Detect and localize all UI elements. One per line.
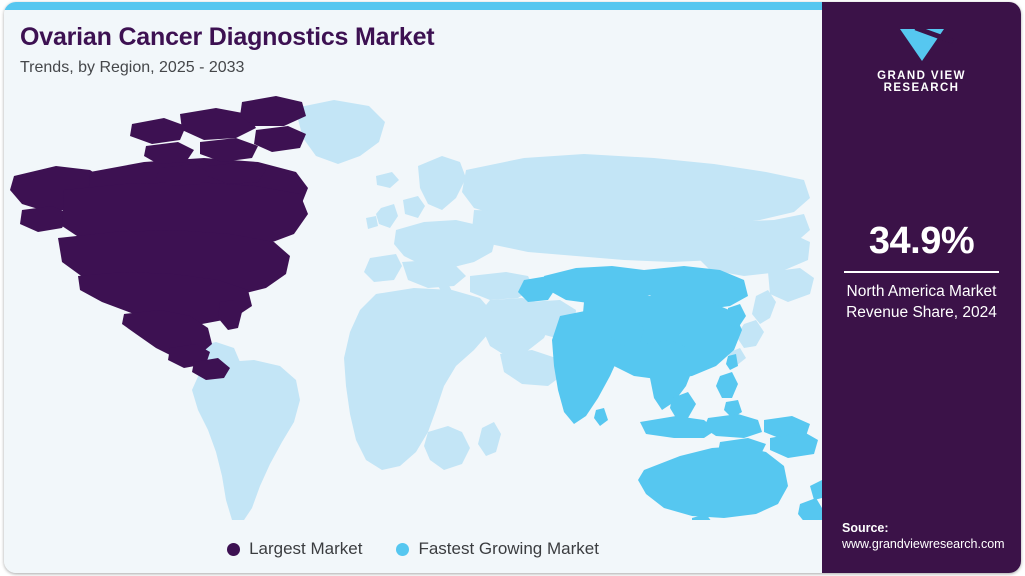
page-title: Ovarian Cancer Diagnostics Market: [20, 23, 435, 51]
legend: Largest Market Fastest Growing Market: [4, 539, 822, 559]
stat-block: 34.9% North America Market Revenue Share…: [834, 222, 1010, 324]
source-label: Source:: [842, 521, 889, 535]
infographic-card: Ovarian Cancer Diagnostics Market Trends…: [4, 2, 1021, 573]
title-block: Ovarian Cancer Diagnostics Market Trends…: [20, 23, 800, 77]
page-subtitle: Trends, by Region, 2025 - 2033: [20, 58, 245, 76]
legend-item-fastest-growing-market: Fastest Growing Market: [396, 539, 599, 559]
stat-divider: [844, 271, 999, 273]
stat-caption-line2: Revenue Share, 2024: [846, 303, 997, 321]
top-accent-bar: [4, 2, 822, 10]
logo-r-icon: [949, 29, 993, 61]
legend-item-largest-market: Largest Market: [227, 539, 362, 559]
legend-dot-icon: [396, 542, 410, 556]
stat-value: 34.9%: [868, 220, 975, 262]
legend-dot-icon: [227, 542, 241, 556]
brand-name: GRAND VIEW RESEARCH: [877, 70, 966, 94]
source-url[interactable]: www.grandviewresearch.com: [842, 537, 1005, 551]
logo-marks: [847, 28, 997, 62]
stat-caption-line1: North America Market: [846, 283, 997, 300]
logo-g-icon: [851, 29, 895, 61]
region-asia-pacific: [518, 266, 822, 520]
source-block: Source: www.grandviewresearch.com: [842, 521, 1017, 551]
world-map-svg: [4, 80, 822, 520]
sidebar-panel: GRAND VIEW RESEARCH 34.9% North America …: [822, 2, 1021, 573]
world-map: [4, 80, 822, 520]
map-panel: Ovarian Cancer Diagnostics Market Trends…: [4, 2, 822, 573]
legend-label: Largest Market: [249, 539, 363, 558]
brand-logo: GRAND VIEW RESEARCH: [847, 28, 997, 94]
legend-label: Fastest Growing Market: [418, 539, 599, 558]
region-other: [166, 100, 814, 520]
region-north-america: [10, 96, 308, 380]
